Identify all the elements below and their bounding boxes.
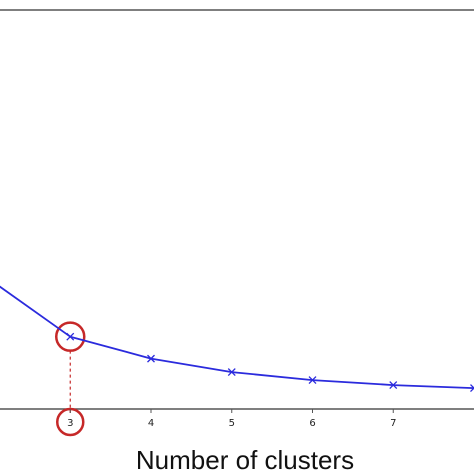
x-axis-title: Number of clusters	[136, 445, 354, 474]
highlight-point-circle	[55, 321, 86, 352]
x-tick-label: 3	[67, 418, 73, 429]
data-point-stroke	[470, 384, 474, 389]
data-point-stroke	[147, 354, 155, 363]
x-tick-label: 6	[309, 418, 315, 429]
x-tick-label: 5	[229, 418, 235, 429]
data-point-marker	[66, 332, 75, 341]
data-point-stroke	[470, 387, 474, 393]
series-layer	[0, 285, 474, 393]
x-tick-label: 4	[148, 418, 154, 429]
data-point-marker	[308, 376, 317, 385]
x-tick-label: 7	[390, 418, 396, 429]
data-point-stroke	[66, 332, 75, 341]
data-point-stroke	[227, 368, 236, 377]
data-point-marker	[389, 381, 398, 390]
data-point-marker	[470, 384, 474, 393]
chart-frame	[0, 9, 474, 410]
data-point-marker	[227, 368, 236, 377]
x-axis: 3 4 5 6 7	[67, 409, 396, 429]
series-line	[0, 285, 474, 389]
data-point-stroke	[308, 376, 317, 385]
data-point-stroke	[389, 381, 398, 390]
data-point-marker	[147, 354, 155, 363]
